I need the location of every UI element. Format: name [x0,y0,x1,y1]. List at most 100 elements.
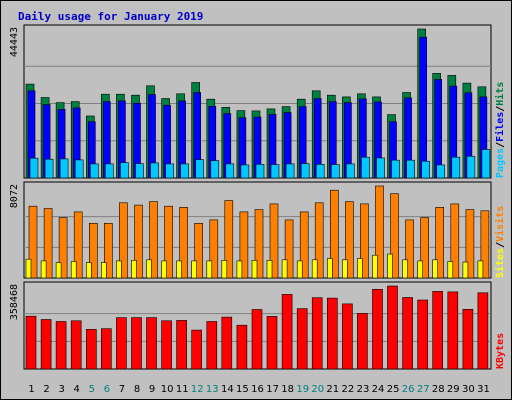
bar-visits-day-6 [104,223,113,279]
bar-files-day-28 [434,79,443,179]
x-tick-day-4: 4 [74,384,80,395]
bar-sites-day-14 [221,259,228,279]
bar-visits-day-11 [179,207,188,279]
x-tick-day-27: 27 [417,384,430,395]
x-tick-day-1: 1 [28,384,34,395]
bar-visits-day-2 [43,208,53,279]
bar-sites-day-16 [251,259,258,279]
bar-kbytes-day-30 [462,308,474,370]
bar-kbytes-day-25 [387,285,398,370]
bar-sites-day-11 [176,260,182,279]
x-tick-day-8: 8 [134,384,140,395]
x-tick-day-28: 28 [432,384,445,395]
bar-visits-day-29 [450,203,460,279]
bar-visits-day-27 [420,217,430,279]
bar-visits-day-4 [73,211,83,279]
bar-sites-day-9 [146,259,152,279]
series-files [27,36,488,179]
bar-kbytes-day-1 [25,315,37,370]
bar-visits-day-30 [465,209,475,279]
bar-pages-day-25 [391,159,400,179]
series-pages [29,149,491,179]
x-tick-day-30: 30 [462,384,475,395]
bar-pages-day-31 [481,149,491,179]
bar-kbytes-day-4 [70,320,82,370]
bar-kbytes-day-23 [357,313,368,370]
bar-pages-day-6 [105,163,114,179]
bar-pages-day-26 [406,159,415,179]
chart-title: Daily usage for January 2019 [18,10,203,23]
bar-pages-day-28 [436,164,446,179]
bar-pages-day-10 [165,163,174,179]
legend-visits: Visits [494,206,506,242]
x-tick-day-10: 10 [161,384,174,395]
bar-sites-day-6 [101,262,107,279]
panel-max-label: 8072 [9,184,20,208]
bar-visits-day-28 [435,207,445,279]
legend-sites: Sites [494,248,506,278]
bar-pages-day-11 [180,163,189,179]
bar-visits-day-19 [299,211,309,279]
bar-pages-day-22 [346,163,355,179]
bar-sites-day-18 [281,259,288,279]
bar-visits-day-8 [134,204,143,279]
panel-side-legend: KBytes [495,333,506,369]
series-sites [25,253,484,279]
bar-sites-day-10 [161,260,167,279]
bar-sites-day-29 [447,261,454,279]
bar-pages-day-20 [315,164,325,179]
x-tick-day-16: 16 [251,384,264,395]
bar-visits-day-16 [254,209,264,279]
bar-visits-day-24 [375,185,384,279]
bar-pages-day-2 [44,158,54,179]
bar-sites-day-7 [116,260,122,279]
bar-kbytes-day-24 [372,288,383,370]
panel-side-legend: Pages/Files/Hits [494,82,506,178]
x-tick-day-19: 19 [296,384,309,395]
x-tick-day-24: 24 [372,384,385,395]
bar-kbytes-day-21 [326,297,338,370]
x-tick-day-20: 20 [311,384,324,395]
bar-kbytes-day-9 [146,317,157,370]
bar-kbytes-day-3 [55,321,67,370]
bar-sites-day-12 [191,260,197,279]
bar-visits-day-15 [239,211,249,279]
bar-pages-day-5 [90,163,99,179]
bar-pages-day-29 [451,156,461,179]
bar-kbytes-day-19 [296,308,308,370]
bar-sites-day-31 [477,260,484,279]
bar-files-day-27 [419,36,428,179]
x-tick-day-2: 2 [43,384,49,395]
bar-kbytes-day-16 [251,309,263,370]
bar-visits-day-25 [390,193,399,279]
x-tick-day-7: 7 [119,384,125,395]
legend-hits: Hits [494,82,506,106]
bar-visits-day-7 [119,202,128,279]
series-kbytes [25,285,489,370]
x-tick-day-6: 6 [104,384,110,395]
bar-kbytes-day-31 [477,292,489,370]
bar-pages-day-16 [255,164,265,179]
bar-kbytes-day-12 [191,329,202,370]
bar-kbytes-day-18 [281,294,293,370]
x-tick-day-3: 3 [59,384,65,395]
bar-sites-day-13 [206,260,213,279]
x-tick-day-31: 31 [477,384,490,395]
x-tick-day-23: 23 [357,384,370,395]
x-tick-day-25: 25 [387,384,400,395]
legend-separator: / [495,106,506,112]
bar-kbytes-day-10 [161,320,172,370]
bar-pages-day-15 [240,164,250,179]
bar-sites-day-27 [417,260,424,279]
bar-pages-day-3 [59,158,69,179]
legend-files: Files [494,112,506,142]
panel-sites-visits: 8072 Sites/Visits [9,181,506,279]
bar-kbytes-day-8 [131,317,142,370]
bar-pages-day-17 [270,164,280,179]
bar-sites-day-8 [131,259,137,279]
bar-visits-day-23 [360,203,369,279]
series-visits [28,185,490,279]
bar-kbytes-day-6 [101,328,112,370]
bar-visits-day-31 [480,210,490,279]
bar-visits-day-22 [345,201,354,279]
